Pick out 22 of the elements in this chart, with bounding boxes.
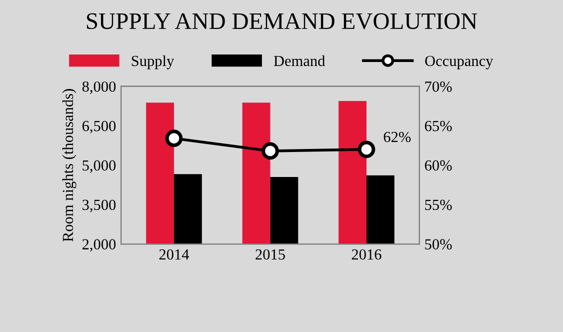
y2-tick-label: 70% — [425, 81, 452, 92]
point — [262, 142, 279, 160]
y2-tick-label: 55% — [425, 200, 452, 210]
y-axis-title: Room nights (thousands) — [62, 89, 76, 242]
point — [358, 140, 376, 158]
y-tick-label: 5,000 — [82, 160, 116, 173]
point — [165, 130, 183, 148]
y2-tick-label: 60% — [424, 160, 452, 171]
y-tick-label: 6,500 — [82, 120, 116, 134]
x-tick-label: 2016 — [352, 249, 382, 260]
y-tick-label: 8,000 — [82, 81, 116, 94]
y-tick-label: 2,000 — [82, 239, 116, 252]
y2-tick-label: 65% — [424, 120, 452, 132]
x-tick-label: 2014 — [159, 249, 190, 260]
y2-tick-label: 50% — [425, 239, 452, 250]
x-tick-label: 2015 — [256, 249, 285, 260]
y-tick-label: 3,500 — [82, 200, 116, 212]
legend-label: Supply — [132, 55, 174, 70]
legend-label: Demand — [274, 55, 326, 66]
legend-label: Occupancy — [425, 56, 494, 70]
data-label: 62% — [384, 132, 411, 142]
chart-title: SUPPLY AND DEMAND EVOLUTION — [86, 13, 478, 30]
